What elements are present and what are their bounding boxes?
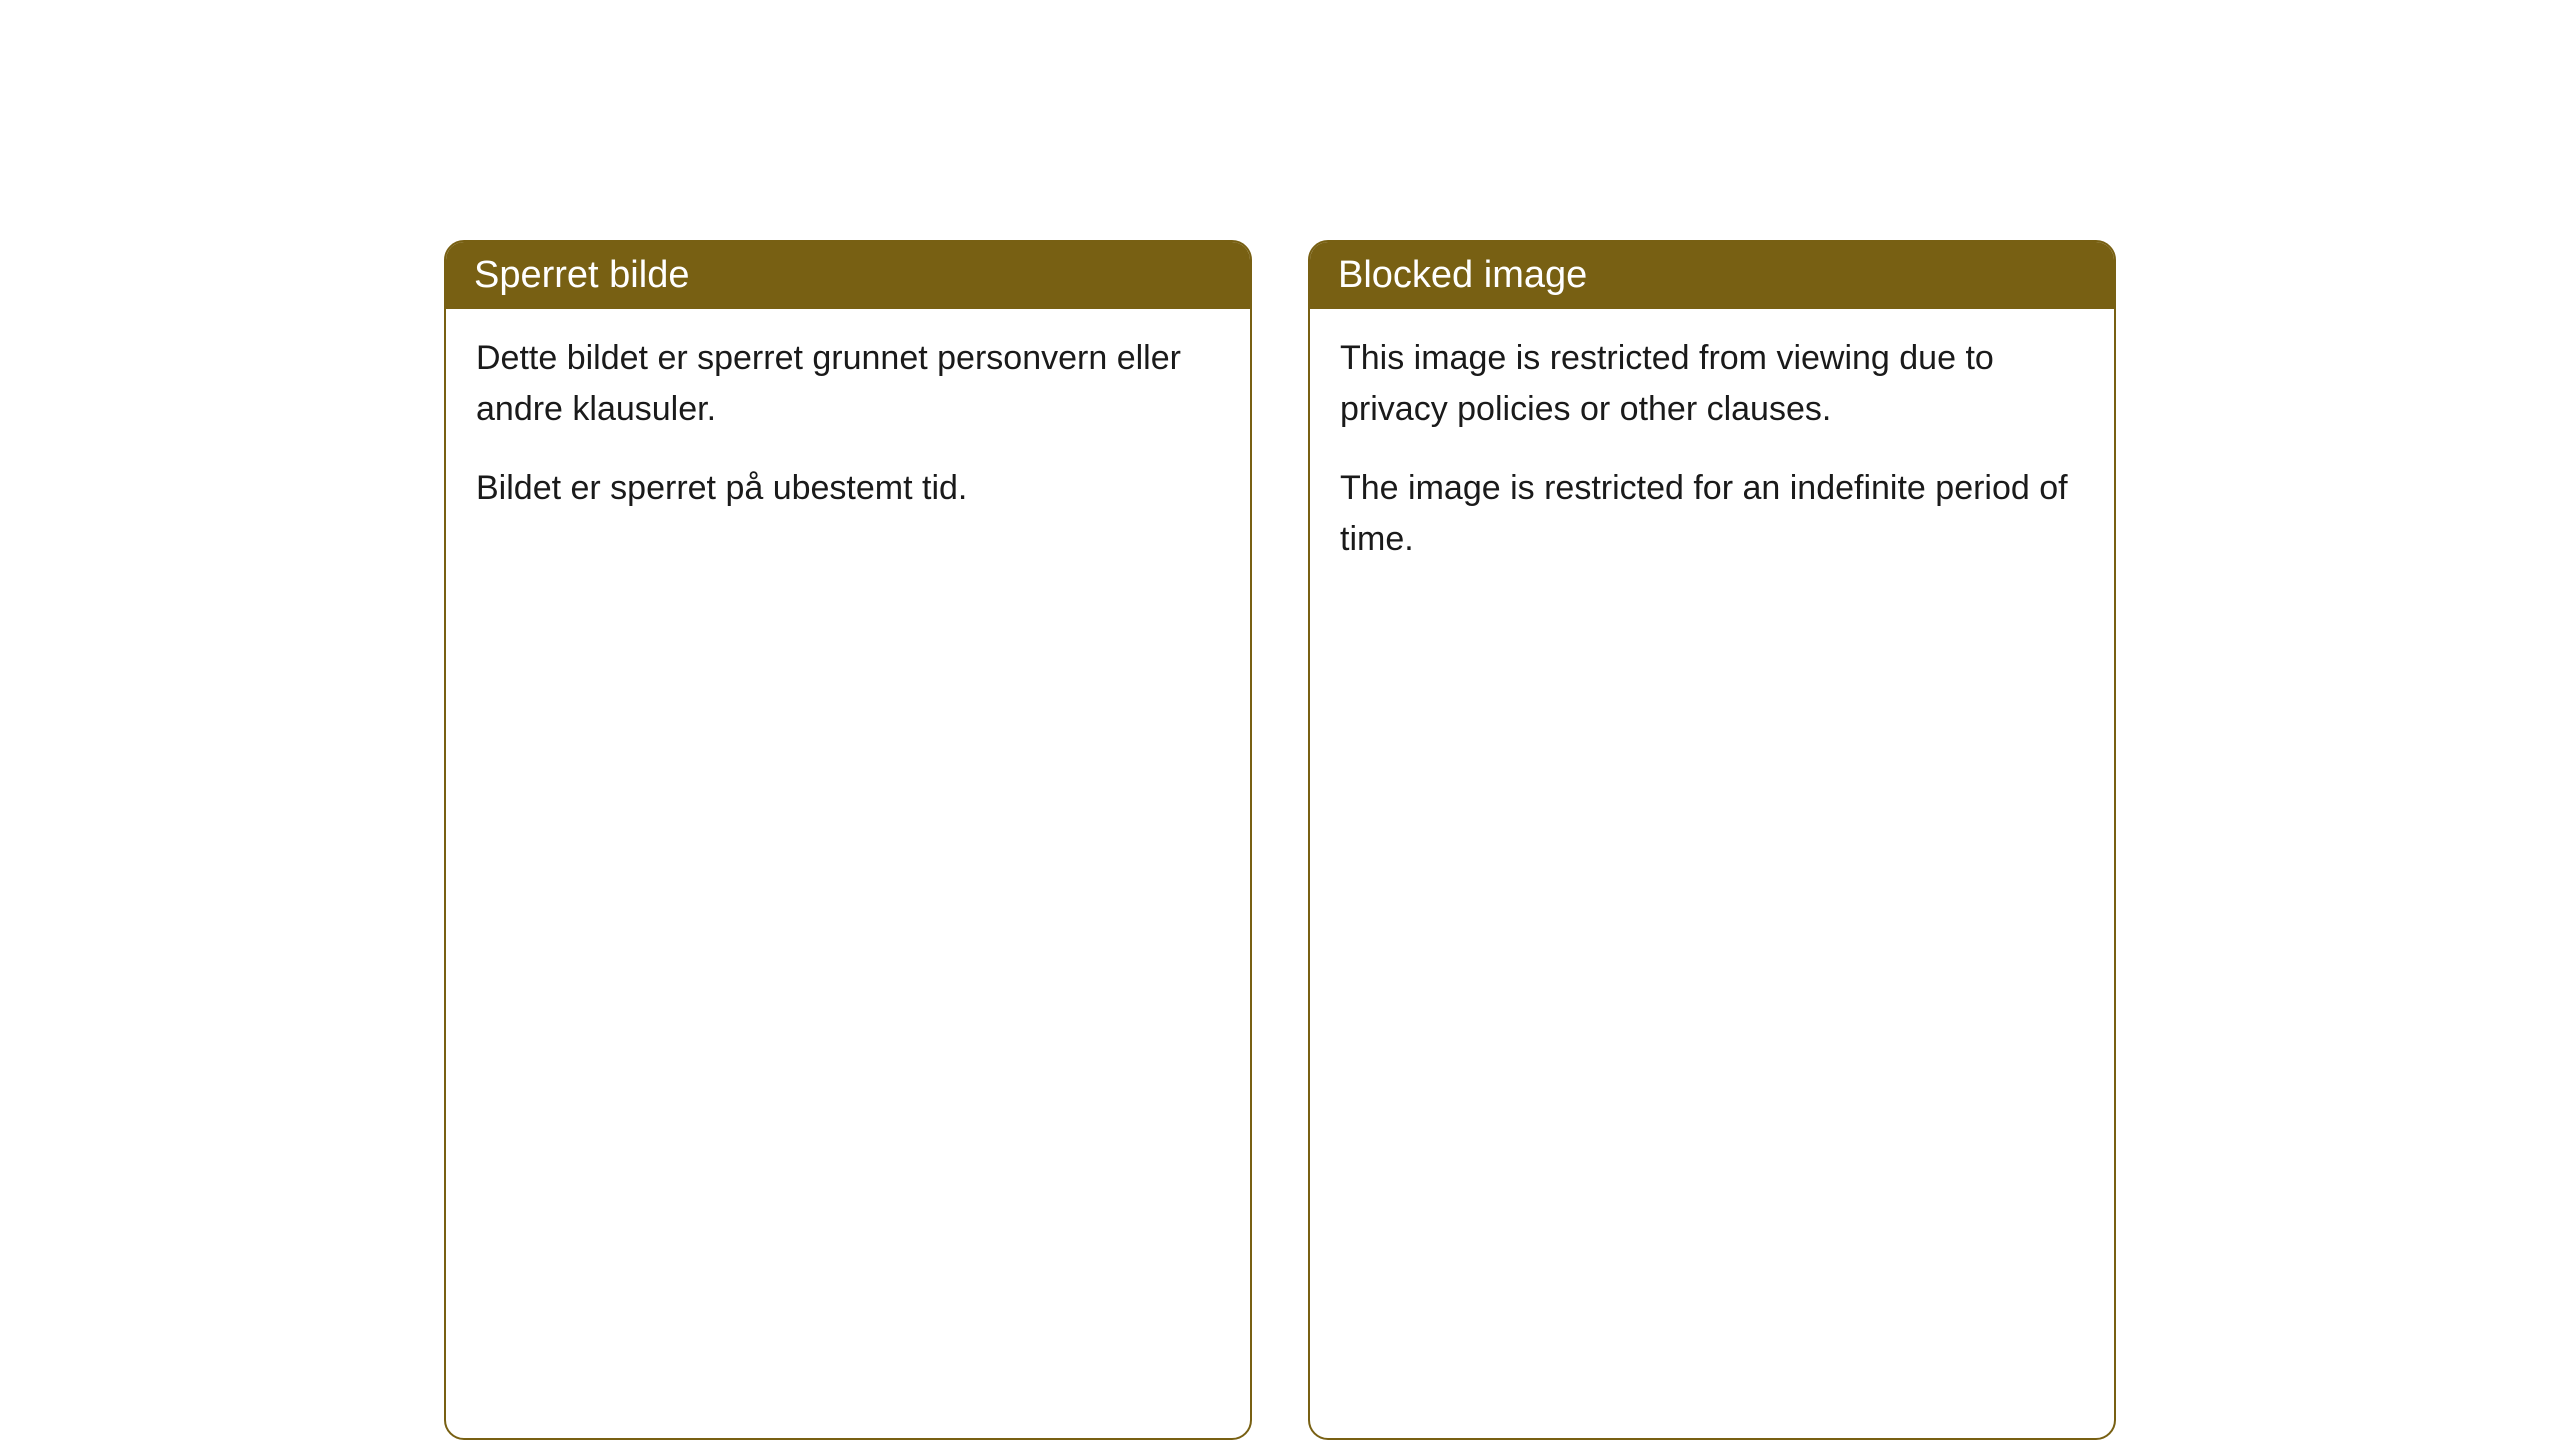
notice-card-english: Blocked image This image is restricted f… — [1308, 240, 2116, 1440]
card-paragraph: The image is restricted for an indefinit… — [1340, 463, 2084, 565]
card-header: Blocked image — [1310, 242, 2114, 309]
card-title: Sperret bilde — [474, 254, 689, 296]
card-paragraph: Bildet er sperret på ubestemt tid. — [476, 463, 1220, 514]
notice-container: Sperret bilde Dette bildet er sperret gr… — [444, 240, 2116, 1440]
card-header: Sperret bilde — [446, 242, 1250, 309]
card-body: This image is restricted from viewing du… — [1310, 309, 2114, 609]
card-paragraph: This image is restricted from viewing du… — [1340, 333, 2084, 435]
card-title: Blocked image — [1338, 254, 1587, 296]
card-paragraph: Dette bildet er sperret grunnet personve… — [476, 333, 1220, 435]
notice-card-norwegian: Sperret bilde Dette bildet er sperret gr… — [444, 240, 1252, 1440]
card-body: Dette bildet er sperret grunnet personve… — [446, 309, 1250, 558]
